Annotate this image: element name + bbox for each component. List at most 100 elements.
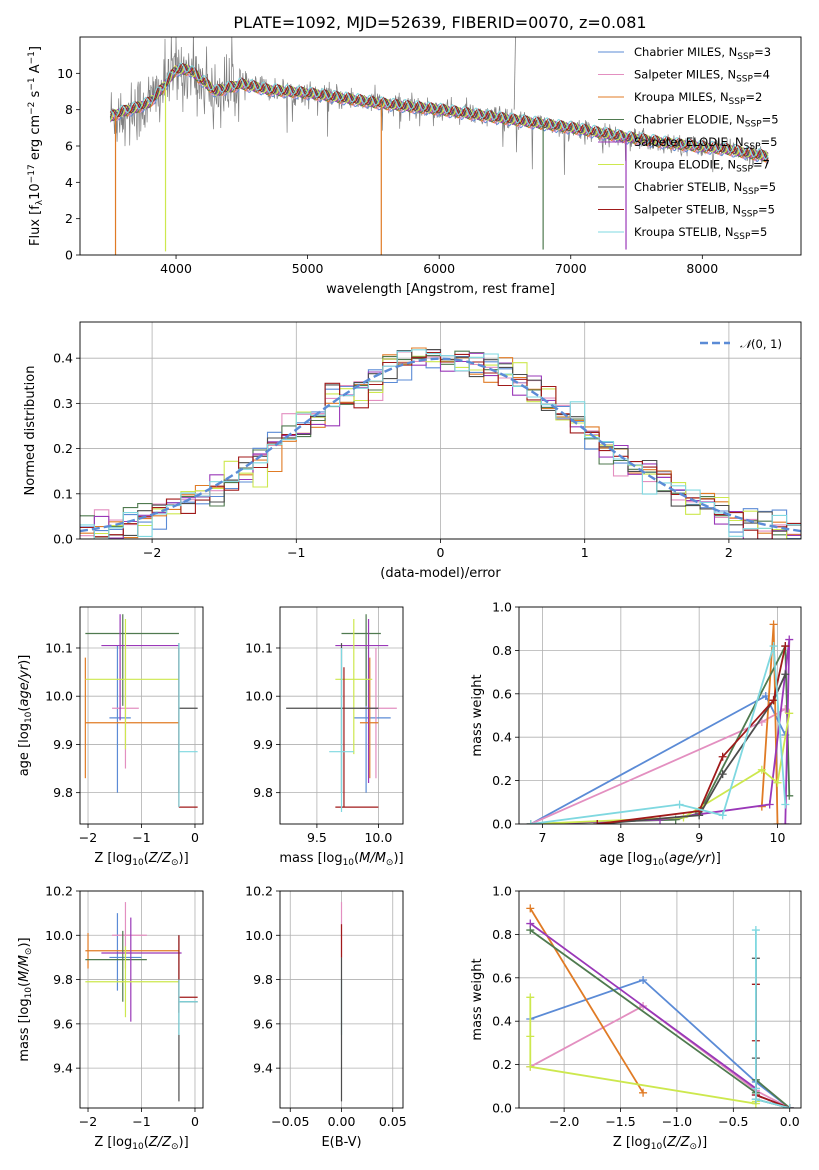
label-part: Z [log: [94, 851, 132, 866]
label-part: mass weight: [470, 958, 485, 1040]
plus-marker: [639, 975, 648, 984]
label-part: =7: [753, 158, 770, 172]
label-part: )]: [697, 1135, 707, 1150]
label-part: (: [144, 1135, 149, 1150]
label-part: =2: [745, 90, 762, 104]
label-part: 10: [652, 858, 664, 868]
label-part: (: [17, 982, 32, 987]
axes-frame: [79, 606, 204, 825]
residual-panel: −2 −1 0 1 2 0.0 0.1 0.2 0.3 0.4 𝒩(0, 1) (data-model…: [23, 321, 802, 581]
y-tick-label: 0.2: [53, 441, 73, 456]
label-part: (0, 1): [751, 337, 782, 351]
histogram-step-line: [80, 349, 801, 539]
label-part: )]: [179, 851, 189, 866]
label-part: SSP: [741, 210, 758, 220]
plus-marker: [773, 778, 782, 787]
plus-marker: [785, 635, 794, 644]
x-tick-label: −2: [79, 830, 97, 845]
model-spectrum-line: [110, 62, 769, 160]
y-tick-label: 0.4: [492, 1014, 512, 1029]
y-tick-label: 9.8: [53, 972, 73, 987]
x-tick-label: −1: [287, 545, 305, 560]
x-tick-label: −2: [79, 1114, 97, 1129]
label-part: SSP: [742, 187, 759, 197]
label-part: mass [log: [279, 851, 342, 866]
y-tick-label: 9.4: [253, 1061, 273, 1076]
mass-weight-line: [597, 673, 787, 824]
x-tick-label: 4000: [160, 261, 192, 276]
x-tick-label: 7000: [555, 261, 587, 276]
legend-entry-label: Salpeter STELIB, NSSP=5: [634, 203, 775, 220]
mass-vs-ebv-panel: −0.05 0.00 0.05 9.4 9.6 9.8 10.0 10.2 E(B-V): [245, 884, 407, 1151]
y-tick-label: 10.1: [245, 640, 273, 655]
legend-entry-label: Chabrier STELIB, NSSP=5: [634, 180, 776, 197]
label-part: A: [28, 64, 43, 77]
y-tick-label: 9.9: [253, 737, 273, 752]
y-axis-label: Normed distribution: [23, 366, 38, 496]
label-part: age [log: [599, 851, 652, 866]
plot-area: [526, 620, 794, 824]
plot-area: [84, 614, 198, 808]
x-tick-label: −2: [143, 545, 161, 560]
plus-marker: [675, 800, 684, 809]
y-axis-label: mass weight: [470, 674, 485, 756]
label-part: (: [662, 1135, 667, 1150]
label-part: (: [17, 707, 32, 712]
legend-entry-label: Kroupa STELIB, NSSP=5: [634, 225, 767, 242]
plus-marker: [781, 670, 790, 679]
legend-normal-label: 𝒩(0, 1): [740, 337, 782, 351]
plus-marker: [751, 1095, 760, 1104]
x-tick-label: −1.0: [662, 1114, 692, 1129]
plus-marker: [526, 993, 535, 1002]
label-part: Z/Z: [148, 851, 172, 866]
axes-frame: [79, 36, 802, 256]
label-part: SSP: [736, 75, 753, 85]
label-part: =5: [762, 113, 779, 127]
label-part: ⊙: [689, 1142, 697, 1152]
y-tick-label: 9.8: [53, 785, 73, 800]
y-tick-label: 0.3: [53, 396, 73, 411]
label-part: Z [log: [613, 1135, 651, 1150]
x-tick-label: 10: [770, 830, 786, 845]
label-part: =3: [754, 45, 771, 59]
axes-frame: [279, 606, 404, 825]
y-tick-label: 0.4: [53, 351, 73, 366]
y-tick-label: 9.4: [53, 1061, 73, 1076]
y-tick-label: 4: [65, 175, 73, 190]
normal-curve: [80, 357, 801, 533]
label-part: 10: [132, 1142, 144, 1152]
x-tick-label: 10.0: [364, 830, 392, 845]
mass-weight-line: [530, 639, 791, 824]
y-tick-label: 1.0: [492, 884, 512, 899]
plus-marker: [751, 926, 760, 935]
label-part: ⊙: [171, 1142, 179, 1152]
x-tick-label: −1: [132, 830, 150, 845]
y-tick-label: 10: [57, 66, 73, 81]
y-axis-label: Flux [fλ10−17 erg cm−2 s−1 A−1]: [27, 46, 45, 246]
axes-frame: [518, 890, 802, 1109]
plus-marker: [765, 800, 774, 809]
label-part: Z/Z: [666, 1135, 690, 1150]
label-part: mass [log: [17, 998, 32, 1061]
label-part: SSP: [745, 120, 762, 130]
plus-marker: [769, 620, 778, 629]
plus-marker: [526, 1032, 535, 1041]
x-axis-label: age [log10(age/yr)]: [599, 851, 721, 868]
label-part: age [log: [17, 723, 32, 776]
y-axis-label: mass [log10(M/M⊙)]: [17, 937, 34, 1061]
y-tick-label: 0.0: [492, 1101, 512, 1116]
label-part: )]: [393, 851, 403, 866]
y-tick-label: 10.0: [245, 928, 273, 943]
label-part: (: [144, 851, 149, 866]
x-tick-label: 8000: [686, 261, 718, 276]
plus-marker: [781, 820, 790, 824]
y-tick-label: 10.0: [245, 689, 273, 704]
plus-marker: [781, 800, 790, 809]
legend-entry-label: Chabrier MILES, NSSP=3: [634, 45, 771, 62]
y-tick-label: 9.8: [253, 972, 273, 987]
label-part: ⊙: [386, 858, 394, 868]
label-part: Chabrier ELODIE, N: [634, 113, 745, 127]
label-part: Z [log: [94, 1135, 132, 1150]
label-part: Salpeter MILES, N: [634, 68, 736, 82]
